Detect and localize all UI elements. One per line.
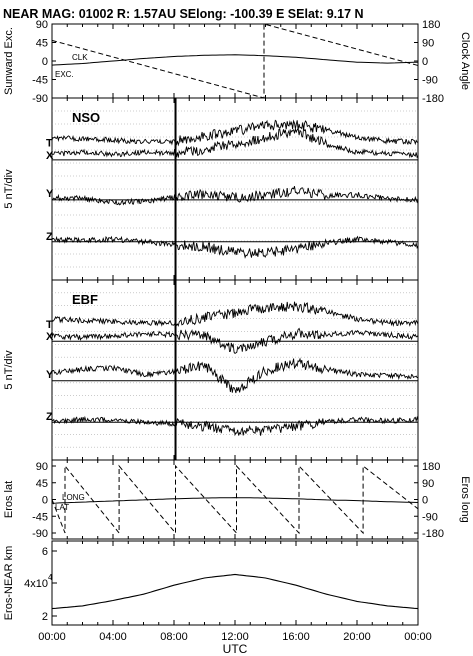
y-tick-label-right: -180 (422, 528, 444, 540)
panel-frame-5 (51, 540, 419, 626)
y-tick-label-right: 180 (422, 461, 440, 473)
y-axis-label: Eros-NEAR km (3, 546, 15, 621)
y-tick-label: 90 (36, 19, 48, 31)
y-tick-label: 4x10 (24, 578, 48, 590)
y-axis-label-left: Eros lat (3, 481, 15, 518)
y-tick-label: 0 (42, 495, 48, 507)
plot-layer: 00:00 04:00 08:00 12:00 16:00 20:00 00:00 UTC 90… (3, 19, 471, 656)
ebf-panel-label: EBF (72, 292, 98, 307)
nso-series-y (51, 186, 419, 206)
x-tick-label: 20:00 (343, 631, 371, 643)
x-tick-label: 04:00 (99, 631, 127, 643)
y-tick-label: -90 (32, 93, 48, 105)
y-tick-label-right: 0 (422, 56, 428, 68)
y-tick-label: -45 (32, 75, 48, 87)
y-tick-label-right: -180 (422, 93, 444, 105)
ebf-trace-label-t: T (46, 319, 53, 331)
x-axis-label: UTC (223, 642, 248, 656)
y-tick-label-right: 180 (422, 19, 440, 31)
ebf-series-t (51, 301, 419, 328)
y-tick-label: -45 (32, 511, 48, 523)
ebf-series-y (51, 357, 419, 394)
ebf-series-x (51, 327, 419, 354)
nso-trace-label-y: Y (46, 188, 54, 200)
ebf-trace-label-y: Y (46, 369, 54, 381)
series-clk-label: CLK (72, 53, 88, 62)
y-tick-label: 2 (42, 611, 48, 623)
x-tick-label: 00:00 (404, 631, 432, 643)
nso-trace-label-z: Z (46, 231, 53, 243)
nso-series-t (51, 119, 419, 148)
nso-trace-label-x: X (46, 150, 54, 162)
y-tick-label-right: 90 (422, 478, 434, 490)
x-tick-label: 08:00 (160, 631, 188, 643)
x-tick-label: 00:00 (38, 631, 66, 643)
y-tick-label: 90 (36, 461, 48, 473)
series-lat-line (51, 497, 419, 504)
nso-trace-label-t: T (46, 137, 53, 149)
y-tick-label: 45 (36, 478, 48, 490)
ebf-y-axis-label: 5 nT/div (3, 350, 15, 390)
series-exc-line (51, 54, 419, 66)
y-axis-label-right: Eros long (459, 476, 471, 522)
plot-title: NEAR MAG: 01002 R: 1.57AU SElong: -100.3… (3, 7, 364, 21)
x-tick-label: 16:00 (282, 631, 310, 643)
y-tick-label-right: 0 (422, 495, 428, 507)
y-tick-label: 0 (42, 56, 48, 68)
series-lat-label: LAT (55, 503, 69, 512)
y-tick-exponent: 4 (48, 573, 53, 582)
y-tick-label: 6 (42, 546, 48, 558)
y-axis-label-left: Sunward Exc. (3, 27, 15, 95)
series-exc-label: EXC. (55, 70, 74, 79)
nso-panel-label: NSO (72, 110, 100, 125)
nso-series-x (51, 126, 419, 159)
series-long-line (51, 464, 419, 535)
ebf-series-z (51, 415, 419, 437)
series-long-label: LONG (62, 493, 85, 502)
ebf-trace-label-z: Z (46, 411, 53, 423)
x-tick-label: 12:00 (221, 631, 249, 643)
y-tick-label: -90 (32, 528, 48, 540)
y-tick-label-right: -90 (422, 511, 438, 523)
y-tick-label: 45 (36, 38, 48, 50)
y-tick-label-right: 90 (422, 38, 434, 50)
ebf-trace-label-x: X (46, 331, 54, 343)
y-tick-label-right: -90 (422, 75, 438, 87)
y-axis-label-right: Clock Angle (459, 32, 471, 90)
series-clk-line (51, 23, 419, 99)
nso-series-z (51, 235, 419, 259)
nso-y-axis-label: 5 nT/div (3, 169, 15, 209)
series-range-line (51, 573, 419, 610)
